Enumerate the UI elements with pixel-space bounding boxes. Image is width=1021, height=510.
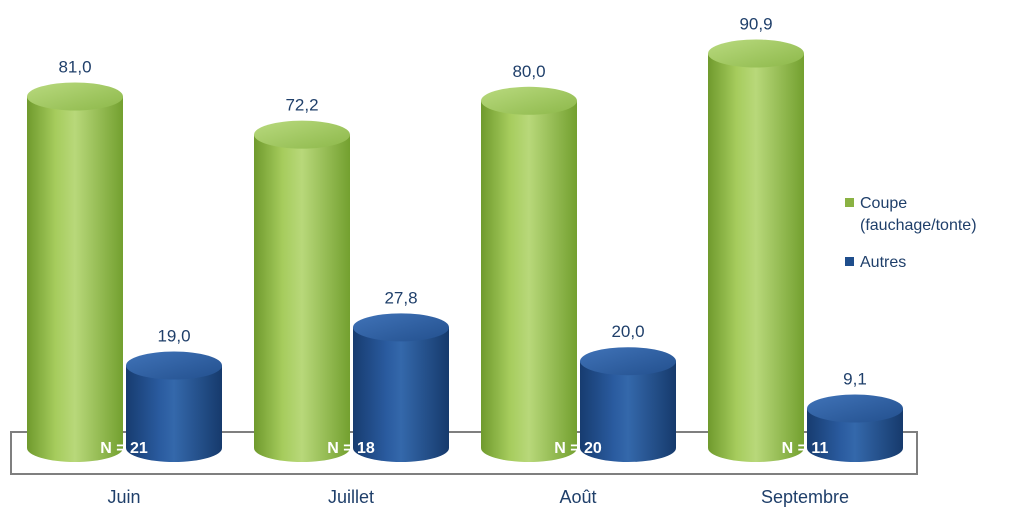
value-label-autres-août: 20,0: [611, 322, 644, 341]
legend-item-autres: Autres: [845, 252, 1021, 274]
labels-layer: 81,0 19,0 N = 21 Juin 72,2 27,8 N = 18 Juillet 8…: [58, 14, 866, 507]
bar-coupe-août: [481, 86, 577, 463]
bar-autres-juillet: [353, 313, 449, 462]
value-label-coupe-juillet: 72,2: [285, 96, 318, 115]
bar-coupe-juillet: [254, 120, 350, 463]
legend-swatch-autres: [845, 257, 854, 266]
value-label-coupe-juin: 81,0: [58, 57, 91, 76]
bar-autres-juin: [126, 351, 222, 462]
legend: Coupe (fauchage/tonte) Autres: [845, 193, 1021, 289]
bar-coupe-septembre: [708, 39, 804, 463]
bar-coupe-juin: [27, 82, 123, 463]
category-label-septembre: Septembre: [761, 487, 849, 507]
legend-label-autres: Autres: [860, 254, 907, 271]
value-label-coupe-septembre: 90,9: [739, 14, 772, 33]
sample-size-label-juillet: N = 18: [327, 440, 375, 457]
category-label-juillet: Juillet: [328, 487, 374, 507]
value-label-autres-septembre: 9,1: [843, 370, 867, 389]
sample-size-label-août: N = 20: [554, 440, 602, 457]
legend-item-coupe: Coupe (fauchage/tonte): [845, 193, 1021, 237]
bar-autres-septembre: [807, 394, 903, 462]
bars-layer: [27, 39, 903, 463]
n-row-frame: [10, 431, 918, 475]
bar-autres-août: [580, 347, 676, 462]
category-label-juin: Juin: [107, 487, 140, 507]
sample-size-label-juin: N = 21: [100, 440, 148, 457]
value-label-autres-juin: 19,0: [157, 327, 190, 346]
value-label-coupe-août: 80,0: [512, 62, 545, 81]
legend-swatch-coupe: [845, 198, 854, 207]
legend-label-coupe: Coupe (fauchage/tonte): [860, 195, 977, 234]
category-label-août: Août: [559, 487, 596, 507]
value-label-autres-juillet: 27,8: [384, 288, 417, 307]
sample-size-label-septembre: N = 11: [782, 440, 829, 457]
